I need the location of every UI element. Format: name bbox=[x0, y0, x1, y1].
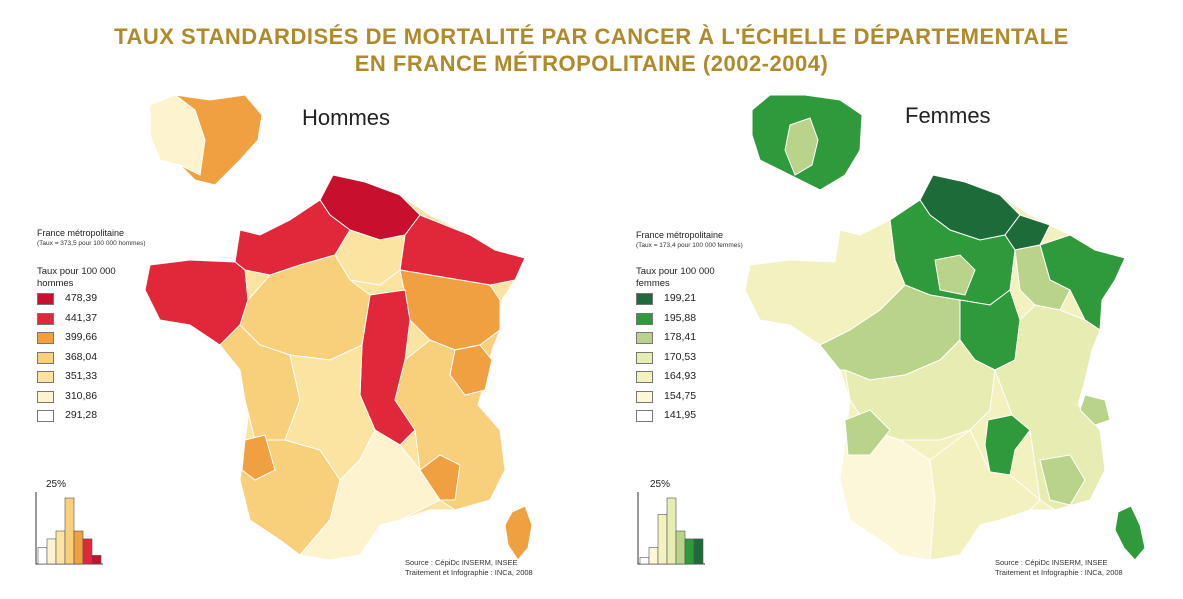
hommes-histogram-bar bbox=[91, 555, 102, 565]
hommes-region-sw-coast bbox=[241, 434, 276, 481]
femmes-histogram-bar bbox=[675, 530, 686, 565]
hommes-legend-item: 310,86 bbox=[37, 389, 127, 405]
femmes-histogram-bar bbox=[666, 497, 677, 565]
hommes-source: Source : CépiDc INSERM, INSEE Traitement… bbox=[405, 558, 533, 578]
femmes-legend-value: 195,88 bbox=[664, 311, 697, 324]
hommes-legend-taux: Taux pour 100 000 hommes bbox=[37, 266, 116, 289]
hommes-histogram-bar bbox=[73, 530, 84, 565]
hommes-histogram-bar bbox=[82, 538, 93, 565]
femmes-legend-value: 141,95 bbox=[664, 409, 697, 421]
hommes-legend-item: 351,33 bbox=[37, 370, 127, 385]
hommes-legend-value: 399,66 bbox=[65, 331, 98, 343]
femmes-histogram-bar bbox=[693, 538, 704, 565]
femmes-legend-item: 141,95 bbox=[636, 409, 726, 424]
hommes-region-south bbox=[299, 429, 441, 561]
hommes-legend-swatch bbox=[37, 293, 54, 305]
femmes-title: Femmes bbox=[905, 103, 991, 128]
femmes-legend-swatch bbox=[636, 332, 653, 344]
femmes-histogram-bar bbox=[648, 547, 659, 565]
femmes-source: Source : CépiDc INSERM, INSEE Traitement… bbox=[995, 558, 1123, 578]
hommes-legend-swatch bbox=[37, 410, 54, 422]
hommes-region-alps bbox=[449, 344, 493, 396]
hommes-title: Hommes bbox=[302, 105, 391, 130]
femmes-legend-value: 199,21 bbox=[664, 292, 697, 304]
femmes-source-line1: Source : CépiDc INSERM, INSEE bbox=[995, 558, 1108, 567]
femmes-legend-value: 164,93 bbox=[664, 370, 697, 382]
femmes-region-west bbox=[744, 219, 906, 346]
femmes-legend-swatch bbox=[636, 293, 653, 305]
hommes-source-line2: Traitement et Infographie : INCa, 2008 bbox=[405, 568, 533, 577]
femmes-legend-item: 195,88 bbox=[636, 311, 726, 327]
femmes-legend-sub: (Taux = 173,4 pour 100 000 femmes) bbox=[636, 242, 743, 249]
femmes-legend-item: 154,75 bbox=[636, 389, 726, 405]
femmes-legend-item: 199,21 bbox=[636, 292, 726, 307]
femmes-legend-value: 170,53 bbox=[664, 350, 697, 363]
femmes-region-sw-light bbox=[844, 409, 891, 456]
femmes-histogram bbox=[637, 492, 705, 565]
femmes-legend-swatch bbox=[636, 371, 653, 383]
main-title-line1: TAUX STANDARDISÉS DE MORTALITÉ PAR CANCE… bbox=[114, 24, 1069, 49]
hommes-legend-value: 478,39 bbox=[65, 292, 98, 304]
femmes-inset-idf-center bbox=[784, 117, 819, 176]
hommes-inset-idf-west bbox=[149, 94, 206, 176]
hommes-legend-value: 368,04 bbox=[65, 350, 98, 363]
hommes-legend-swatch bbox=[37, 312, 54, 325]
femmes-legend-heading: France métropolitaine bbox=[636, 230, 724, 240]
hommes-legend-value: 310,86 bbox=[65, 389, 98, 402]
femmes-region-south bbox=[929, 429, 1041, 561]
femmes-region-paris-inner bbox=[934, 254, 976, 296]
femmes-legend-swatch bbox=[636, 351, 653, 364]
femmes-legend-item: 178,41 bbox=[636, 331, 726, 346]
hommes-histogram-bar bbox=[64, 497, 75, 565]
femmes-legend-swatch bbox=[636, 390, 653, 403]
femmes-histogram-bar bbox=[684, 538, 695, 565]
femmes-map bbox=[744, 94, 1146, 561]
femmes-legend-item: 170,53 bbox=[636, 350, 726, 366]
femmes-region-se-light bbox=[1039, 454, 1086, 506]
femmes-histogram-bar bbox=[657, 514, 668, 565]
hommes-histogram bbox=[35, 492, 103, 565]
hommes-legend-sub: (Taux = 373,5 pour 100 000 hommes) bbox=[37, 240, 146, 247]
hommes-histogram-bar bbox=[37, 547, 48, 565]
hommes-legend-item: 441,37 bbox=[37, 311, 127, 327]
femmes-region-ne-light bbox=[1014, 244, 1071, 311]
femmes-region-alps-light bbox=[1079, 394, 1111, 426]
hommes-legend-item: 368,04 bbox=[37, 350, 127, 366]
hommes-legend-swatch bbox=[37, 371, 54, 383]
hommes-legend-swatch bbox=[37, 351, 54, 364]
femmes-source-line2: Traitement et Infographie : INCa, 2008 bbox=[995, 568, 1123, 577]
hommes-source-line1: Source : CépiDc INSERM, INSEE bbox=[405, 558, 518, 567]
hommes-region-rhone bbox=[419, 454, 461, 501]
hommes-histogram-bar bbox=[55, 530, 66, 565]
hommes-histogram-bar bbox=[46, 538, 57, 565]
hommes-region-corse bbox=[504, 505, 533, 561]
femmes-histogram-label: 25% bbox=[650, 479, 671, 490]
femmes-legend-value: 154,75 bbox=[664, 389, 697, 402]
hommes-histogram-label: 25% bbox=[46, 479, 67, 490]
hommes-legend-heading: France métropolitaine bbox=[37, 228, 125, 238]
femmes-legend-value: 178,41 bbox=[664, 331, 697, 343]
hommes-legend-item: 291,28 bbox=[37, 409, 127, 424]
hommes-legend-value: 441,37 bbox=[65, 311, 98, 324]
hommes-legend-swatch bbox=[37, 390, 54, 403]
hommes-legend-value: 291,28 bbox=[65, 409, 98, 421]
femmes-region-corse bbox=[1114, 505, 1146, 561]
main-title-line2: EN FRANCE MÉTROPOLITAINE (2002-2004) bbox=[354, 51, 829, 76]
femmes-legend-taux: Taux pour 100 000 femmes bbox=[636, 266, 715, 289]
hommes-legend-value: 351,33 bbox=[65, 370, 98, 382]
femmes-legend-item: 164,93 bbox=[636, 370, 726, 385]
femmes-legend-swatch bbox=[636, 312, 653, 325]
hommes-map bbox=[144, 94, 533, 561]
hommes-legend-swatch bbox=[37, 332, 54, 344]
femmes-histogram-bar bbox=[639, 557, 650, 565]
hommes-legend-item: 399,66 bbox=[37, 331, 127, 346]
femmes-legend-swatch bbox=[636, 410, 653, 422]
hommes-legend-item: 478,39 bbox=[37, 292, 127, 307]
